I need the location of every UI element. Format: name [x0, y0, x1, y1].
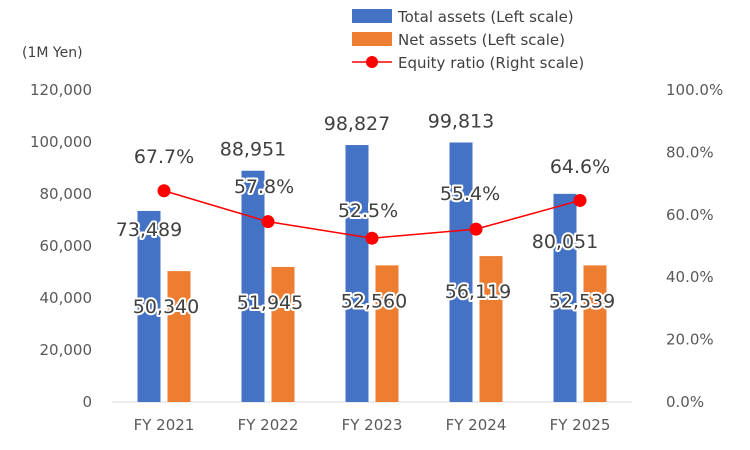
x-tick-label: FY 2023 — [342, 416, 403, 434]
net-assets-label: 52,539 — [549, 290, 615, 312]
equity-ratio-label: 57.8% — [234, 176, 294, 198]
y-left-tick-label: 0 — [82, 393, 92, 411]
net-assets-label: 51,945 — [237, 292, 303, 314]
total-assets-label: 88,951 — [220, 139, 286, 161]
y-right-tick-label: 80.0% — [666, 143, 714, 161]
y-right-tick-label: 60.0% — [666, 206, 714, 224]
y-axis-right: 0.0% 20.0% 40.0% 60.0% 80.0% 100.0% — [666, 81, 723, 411]
equity-ratio-point — [469, 222, 483, 236]
y-left-tick-label: 100,000 — [30, 133, 92, 151]
y-left-tick-label: 80,000 — [40, 185, 93, 203]
total-assets-label: 98,827 — [324, 113, 390, 135]
data-labels: 73,489 88,951 98,827 99,813 80,051 50,340 51,9… — [114, 110, 617, 320]
legend-marker-equity-ratio — [366, 56, 378, 68]
x-tick-label: FY 2024 — [446, 416, 507, 434]
y-left-tick-label: 60,000 — [40, 237, 93, 255]
net-assets-bar — [583, 265, 607, 402]
y-left-tick-label: 20,000 — [40, 341, 93, 359]
net-assets-bar — [271, 266, 295, 402]
total-assets-bar — [449, 142, 473, 402]
x-tick-label: FY 2021 — [134, 416, 195, 434]
x-axis: FY 2021 FY 2022 FY 2023 FY 2024 FY 2025 — [134, 416, 611, 434]
total-assets-bar — [137, 210, 161, 402]
net-assets-label: 52,560 — [341, 290, 407, 312]
equity-ratio-point — [365, 231, 379, 245]
equity-ratio-label: 64.6% — [550, 156, 610, 178]
legend-label: Net assets (Left scale) — [398, 31, 565, 49]
y-right-tick-label: 20.0% — [666, 331, 714, 349]
legend-label: Equity ratio (Right scale) — [398, 54, 584, 72]
equity-ratio-point — [157, 184, 171, 198]
total-assets-bar — [553, 193, 577, 402]
equity-ratio-label: 52.5% — [338, 200, 398, 222]
total-assets-bar — [241, 170, 265, 402]
total-assets-bar — [345, 145, 369, 402]
x-tick-label: FY 2022 — [238, 416, 299, 434]
total-assets-label: 99,813 — [428, 110, 494, 132]
y-right-tick-label: 100.0% — [666, 81, 723, 99]
equity-ratio-label: 67.7% — [134, 146, 194, 168]
equity-ratio-point — [573, 193, 587, 207]
y-axis-unit-label: (1M Yen) — [22, 45, 83, 61]
legend-label: Total assets (Left scale) — [397, 8, 574, 26]
equity-ratio-line — [157, 184, 587, 245]
net-assets-label: 56,119 — [445, 281, 511, 303]
net-assets-bar — [479, 256, 503, 402]
y-right-tick-label: 0.0% — [666, 393, 704, 411]
y-axis-left: 0 20,000 40,000 60,000 80,000 100,000 120,000 — [30, 81, 92, 411]
legend: Total assets (Left scale) Net assets (Lef… — [352, 8, 584, 72]
net-assets-bar — [375, 265, 399, 402]
y-left-tick-label: 40,000 — [40, 289, 93, 307]
bars — [137, 142, 607, 402]
legend-swatch-net-assets — [352, 32, 392, 46]
equity-ratio-label: 55.4% — [440, 183, 500, 205]
net-assets-bar — [167, 271, 191, 402]
total-assets-label: 73,489 — [116, 219, 182, 241]
equity-ratio-point — [261, 215, 275, 229]
y-left-tick-label: 120,000 — [30, 81, 92, 99]
net-assets-label: 50,340 — [133, 296, 199, 318]
x-tick-label: FY 2025 — [550, 416, 611, 434]
legend-swatch-total-assets — [352, 9, 392, 23]
total-assets-label: 80,051 — [532, 231, 598, 253]
y-right-tick-label: 40.0% — [666, 268, 714, 286]
